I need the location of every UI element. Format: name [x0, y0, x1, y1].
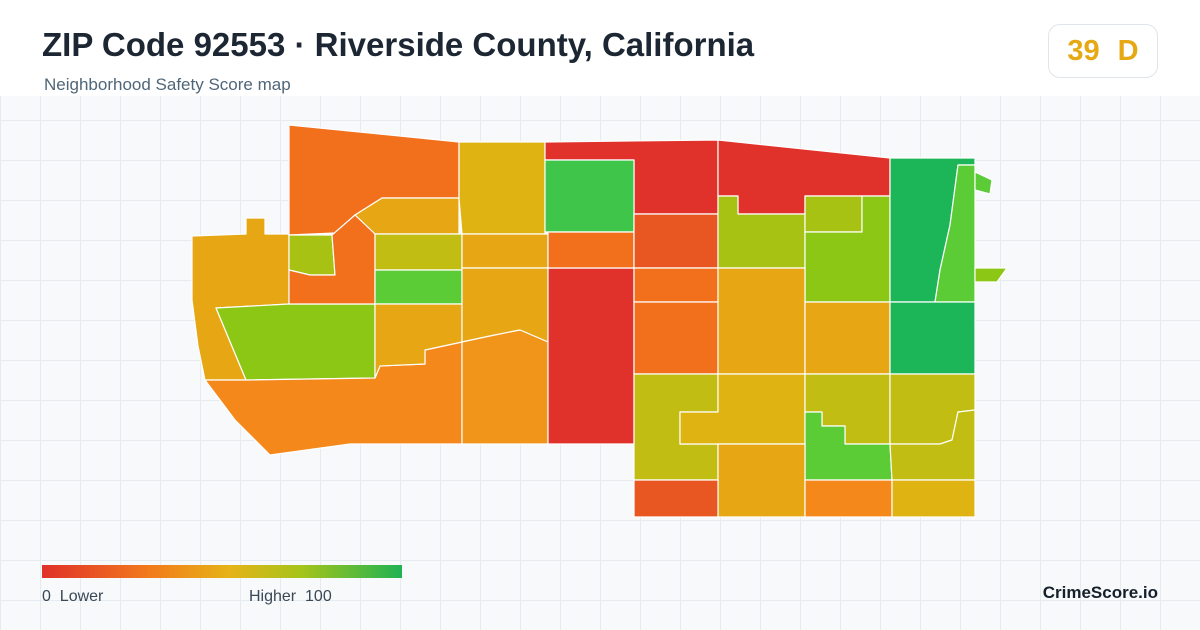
map-region[interactable]	[804, 301, 891, 375]
map-region[interactable]	[547, 231, 635, 269]
page-subtitle: Neighborhood Safety Score map	[44, 75, 291, 94]
page-title: ZIP Code 92553 · Riverside County, Calif…	[42, 26, 755, 63]
map-region[interactable]	[889, 301, 976, 375]
map-region[interactable]	[374, 233, 463, 271]
safety-score-badge: 39 D	[1048, 24, 1158, 78]
legend-low-text: Lower	[59, 588, 104, 605]
map-region[interactable]	[717, 443, 806, 518]
map-region[interactable]	[547, 267, 635, 445]
map-region[interactable]	[633, 213, 719, 269]
map-region[interactable]	[288, 214, 376, 305]
map-region[interactable]	[633, 479, 719, 518]
map-region[interactable]	[717, 267, 806, 375]
map-region[interactable]	[544, 159, 635, 233]
legend-low-value: 0	[42, 588, 51, 605]
legend-color-scale	[42, 565, 402, 578]
legend-high-value: 100	[305, 588, 332, 605]
map-region[interactable]	[633, 267, 719, 303]
map-region[interactable]	[804, 195, 863, 233]
map-region[interactable]	[974, 171, 993, 195]
map-region[interactable]	[461, 329, 549, 445]
map-region[interactable]	[461, 267, 549, 343]
legend-higher-label: Higher 100	[249, 588, 332, 606]
map-region[interactable]	[458, 141, 546, 235]
map-region[interactable]	[891, 479, 976, 518]
map-region[interactable]	[633, 301, 719, 375]
map-region[interactable]	[974, 267, 1008, 283]
score-value: 39	[1067, 34, 1100, 67]
map-region[interactable]	[804, 479, 893, 518]
legend-lower-label: 0 Lower	[42, 588, 103, 606]
map-region[interactable]	[288, 234, 336, 276]
map-region[interactable]	[374, 269, 463, 305]
brand-logo-text[interactable]: CrimeScore.io	[1042, 583, 1158, 602]
map-region[interactable]	[461, 233, 549, 269]
legend-high-text: Higher	[249, 588, 297, 605]
header-bar	[0, 0, 1200, 96]
score-grade: D	[1117, 34, 1139, 67]
